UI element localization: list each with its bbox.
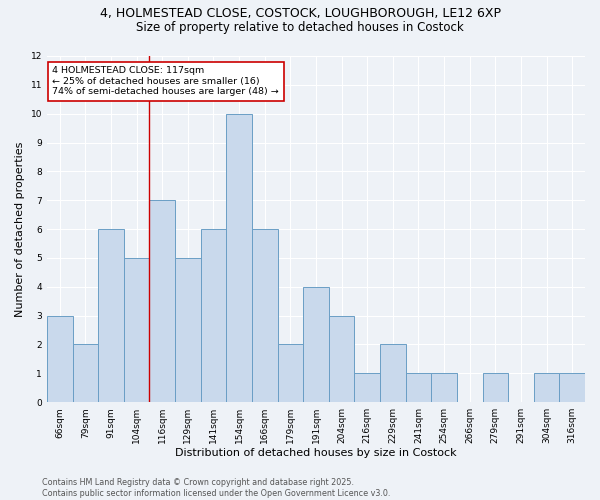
Bar	[200, 229, 226, 402]
Bar	[252, 229, 278, 402]
Bar	[47, 316, 73, 402]
Bar	[380, 344, 406, 402]
Bar	[431, 374, 457, 402]
Bar	[559, 374, 585, 402]
Bar	[482, 374, 508, 402]
Bar	[175, 258, 200, 402]
X-axis label: Distribution of detached houses by size in Costock: Distribution of detached houses by size …	[175, 448, 457, 458]
Y-axis label: Number of detached properties: Number of detached properties	[15, 142, 25, 316]
Bar	[124, 258, 149, 402]
Text: 4 HOLMESTEAD CLOSE: 117sqm
← 25% of detached houses are smaller (16)
74% of semi: 4 HOLMESTEAD CLOSE: 117sqm ← 25% of deta…	[52, 66, 279, 96]
Bar	[534, 374, 559, 402]
Bar	[73, 344, 98, 402]
Bar	[278, 344, 303, 402]
Bar	[226, 114, 252, 402]
Bar	[149, 200, 175, 402]
Text: Size of property relative to detached houses in Costock: Size of property relative to detached ho…	[136, 21, 464, 34]
Bar	[355, 374, 380, 402]
Bar	[98, 229, 124, 402]
Bar	[329, 316, 355, 402]
Text: 4, HOLMESTEAD CLOSE, COSTOCK, LOUGHBOROUGH, LE12 6XP: 4, HOLMESTEAD CLOSE, COSTOCK, LOUGHBOROU…	[100, 8, 500, 20]
Text: Contains HM Land Registry data © Crown copyright and database right 2025.
Contai: Contains HM Land Registry data © Crown c…	[42, 478, 391, 498]
Bar	[303, 286, 329, 402]
Bar	[406, 374, 431, 402]
